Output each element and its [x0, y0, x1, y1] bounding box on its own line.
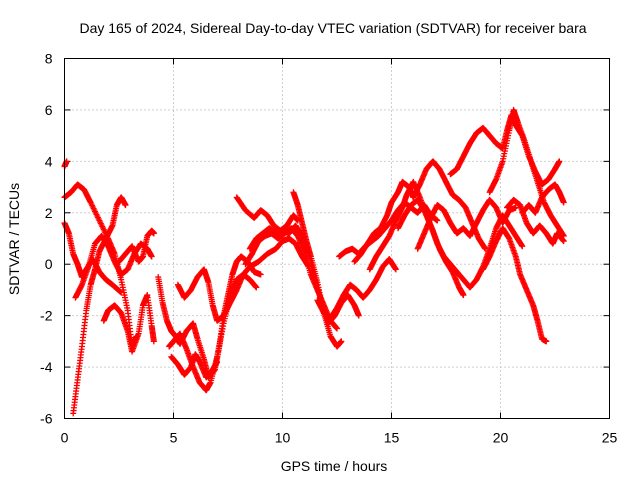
- series-arc-g: [116, 227, 157, 265]
- data-point: [253, 284, 260, 291]
- data-point: [392, 266, 399, 273]
- x-axis-label: GPS time / hours: [281, 458, 388, 474]
- x-tick-label: 25: [602, 430, 618, 446]
- x-tick-label: 5: [170, 430, 178, 446]
- x-tick-label: 0: [61, 430, 69, 446]
- y-tick-label: -2: [40, 308, 53, 324]
- series-arc-f: [100, 292, 157, 355]
- y-tick-label: 0: [45, 256, 53, 272]
- y-tick-label: 2: [45, 205, 53, 221]
- data-point: [118, 289, 125, 296]
- chart-title: Day 165 of 2024, Sidereal Day-to-day VTE…: [79, 20, 586, 36]
- data-point: [334, 325, 340, 332]
- y-tick-label: 6: [45, 102, 53, 118]
- data-point: [150, 338, 157, 345]
- data-point: [355, 312, 362, 319]
- y-tick-label: -6: [40, 411, 53, 427]
- data-point: [338, 338, 345, 345]
- series-arc-j: [168, 351, 221, 381]
- series-arc-k: [174, 235, 312, 324]
- data-point: [434, 217, 441, 224]
- x-tick-label: 15: [384, 430, 400, 446]
- data-point: [214, 358, 221, 365]
- data-point: [122, 202, 129, 209]
- series-arc-e: [72, 232, 155, 301]
- series-arc-p: [314, 256, 399, 322]
- y-tick-label: 4: [45, 153, 53, 169]
- x-tick-label: 10: [275, 430, 291, 446]
- series-arc-l: [233, 194, 301, 234]
- y-tick-label: -4: [40, 359, 53, 375]
- data-point: [148, 253, 155, 260]
- series-arc-d: [70, 194, 129, 417]
- x-tick-label: 20: [493, 430, 509, 446]
- data-point: [150, 230, 157, 237]
- data-marks: [61, 106, 567, 417]
- data-point: [257, 271, 264, 278]
- y-tick-label: 8: [45, 51, 53, 67]
- series-arc-b: [61, 158, 70, 170]
- y-axis-label: SDTVAR / TECUs: [6, 183, 22, 295]
